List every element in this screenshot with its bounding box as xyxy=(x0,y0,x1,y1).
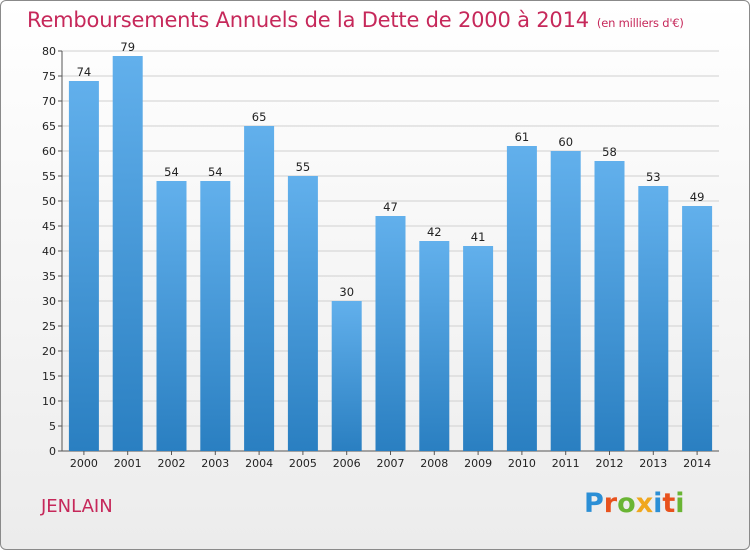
y-tick-label: 5 xyxy=(49,420,56,433)
data-label: 53 xyxy=(646,170,661,184)
x-tick-label: 2010 xyxy=(508,457,536,470)
data-label: 54 xyxy=(208,165,223,179)
data-label: 61 xyxy=(515,130,530,144)
bar xyxy=(419,241,450,451)
bar xyxy=(156,181,187,451)
data-label: 74 xyxy=(77,65,92,79)
x-tick-label: 2000 xyxy=(70,457,98,470)
bar xyxy=(331,301,362,451)
x-tick-label: 2003 xyxy=(201,457,229,470)
bar xyxy=(506,146,537,451)
bar xyxy=(638,186,669,451)
logo-letter: i xyxy=(653,488,663,519)
data-label: 47 xyxy=(383,200,398,214)
y-tick-label: 55 xyxy=(42,170,56,183)
bar xyxy=(244,126,275,451)
data-label: 30 xyxy=(339,285,354,299)
bar xyxy=(594,161,625,451)
data-label: 60 xyxy=(558,135,573,149)
y-tick-label: 80 xyxy=(42,45,56,58)
bar xyxy=(463,246,494,451)
bar xyxy=(68,81,99,451)
x-tick-label: 2001 xyxy=(114,457,142,470)
y-tick-label: 45 xyxy=(42,220,56,233)
data-label: 65 xyxy=(252,110,267,124)
data-label: 49 xyxy=(690,190,705,204)
bar xyxy=(682,206,713,451)
bar xyxy=(550,151,581,451)
x-tick-label: 2002 xyxy=(158,457,186,470)
y-tick-label: 35 xyxy=(42,270,56,283)
y-tick-label: 75 xyxy=(42,70,56,83)
logo-letter: r xyxy=(603,488,618,519)
y-tick-label: 15 xyxy=(42,370,56,383)
logo-letter: x xyxy=(635,488,654,519)
proxiti-logo[interactable]: Proxiti xyxy=(584,488,685,519)
x-tick-label: 2008 xyxy=(420,457,448,470)
data-label: 41 xyxy=(471,230,486,244)
x-tick-label: 2007 xyxy=(377,457,405,470)
x-tick-label: 2014 xyxy=(683,457,711,470)
y-tick-label: 50 xyxy=(42,195,56,208)
commune-name: JENLAIN xyxy=(41,496,113,517)
y-tick-label: 0 xyxy=(49,445,56,458)
x-tick-label: 2009 xyxy=(464,457,492,470)
x-tick-label: 2004 xyxy=(245,457,273,470)
x-tick-label: 2011 xyxy=(552,457,580,470)
y-tick-label: 30 xyxy=(42,295,56,308)
y-tick-label: 70 xyxy=(42,95,56,108)
data-label: 55 xyxy=(296,160,311,174)
x-tick-label: 2005 xyxy=(289,457,317,470)
y-tick-label: 10 xyxy=(42,395,56,408)
bar xyxy=(112,56,143,451)
data-label: 42 xyxy=(427,225,442,239)
y-tick-label: 20 xyxy=(42,345,56,358)
y-tick-label: 40 xyxy=(42,245,56,258)
logo-letter: o xyxy=(617,488,636,519)
y-tick-label: 65 xyxy=(42,120,56,133)
bar xyxy=(375,216,406,451)
logo-letter: i xyxy=(675,488,685,519)
x-tick-label: 2012 xyxy=(596,457,624,470)
logo-letter: P xyxy=(584,488,604,519)
bar xyxy=(287,176,318,451)
y-tick-label: 60 xyxy=(42,145,56,158)
logo-letter: t xyxy=(662,488,676,519)
chart-title-text: Remboursements Annuels de la Dette de 20… xyxy=(27,8,589,32)
y-tick-label: 25 xyxy=(42,320,56,333)
data-label: 58 xyxy=(602,145,617,159)
x-tick-label: 2006 xyxy=(333,457,361,470)
data-label: 79 xyxy=(120,40,135,54)
x-tick-label: 2013 xyxy=(639,457,667,470)
chart-title: Remboursements Annuels de la Dette de 20… xyxy=(27,8,684,32)
bar xyxy=(200,181,231,451)
chart-unit-label: (en milliers d'€) xyxy=(596,16,684,30)
data-label: 54 xyxy=(164,165,179,179)
